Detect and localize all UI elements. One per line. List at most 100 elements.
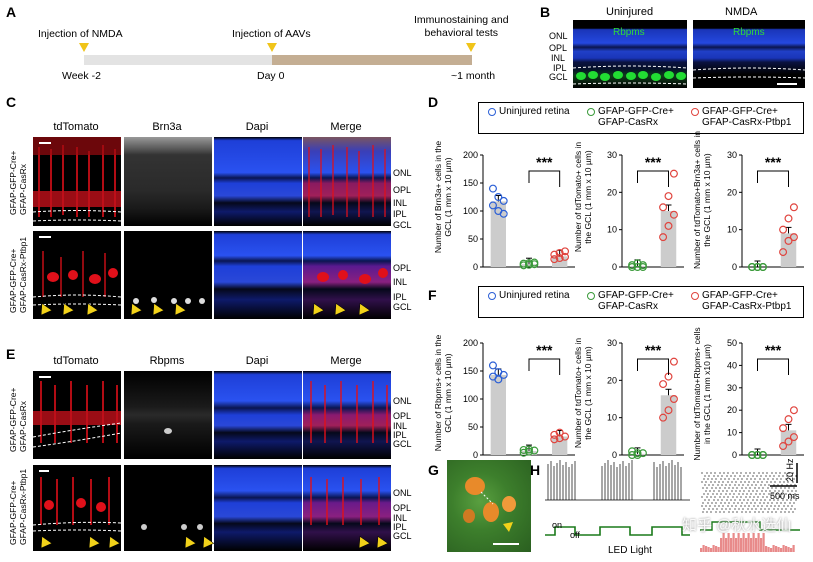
chart3-data-point	[753, 263, 762, 272]
chart1-significance: ***	[536, 154, 553, 170]
chart1-data-point	[488, 184, 497, 193]
chart2-data-point	[638, 261, 647, 270]
panel-label-b: B	[540, 4, 551, 20]
chart2-tick-label: 10	[607, 225, 617, 235]
psth-bar	[727, 533, 730, 552]
chart4-data-point	[488, 361, 497, 370]
chart6-data-point	[748, 451, 757, 460]
g-image	[447, 460, 531, 552]
panel-label-e: E	[6, 346, 16, 362]
chart6-sig-bracket	[757, 358, 789, 375]
e-r1-layer-opl: OPL	[393, 411, 412, 421]
chart3-tick-label: 30	[727, 150, 737, 160]
chart5-sig-bracket	[637, 358, 669, 375]
chart4-tick-label: 50	[468, 422, 478, 432]
event-nmda: Injection of NMDA	[38, 28, 123, 40]
scale-ms-label: 500 ms	[770, 491, 800, 501]
psth-bar	[745, 538, 748, 552]
e-r1-layer-ipl: IPL	[393, 430, 407, 440]
chart6-data-point	[779, 442, 788, 451]
chart4-sig-bracket	[528, 358, 561, 375]
c-r1-layer-inl: INL	[393, 198, 408, 208]
chart4-data-point	[499, 370, 508, 379]
chart1-data-point	[550, 250, 559, 259]
chart1-data-point	[524, 259, 533, 268]
chart6-tick-label: 40	[727, 360, 737, 370]
chart2-data-point	[664, 221, 673, 230]
chart5-tick-label: 30	[607, 338, 617, 348]
stimulus-label: LED Light	[608, 545, 652, 556]
watermark: 知乎 @秋水选仙	[682, 517, 792, 534]
psth-stimulus-trace	[700, 521, 800, 531]
nmda-arrow-icon	[79, 43, 89, 52]
chart3-data-point	[784, 236, 793, 245]
e-r2-layer-inl: INL	[393, 513, 408, 523]
chart5-tick-label: 20	[607, 375, 617, 385]
chart6-tick-label: 10	[727, 428, 737, 438]
psth-bar	[770, 548, 773, 552]
psth-bar	[740, 538, 743, 552]
chart4-tick-label: 150	[463, 366, 478, 376]
chart5-data-point	[669, 357, 678, 366]
e-r2-rbpms	[124, 465, 212, 551]
legend-casrx: GFAP-GFP-Cre+ GFAP-CasRx	[598, 290, 674, 312]
b-layer-onl: ONL	[549, 31, 568, 41]
legend-ptbp1: GFAP-GFP-Cre+ GFAP-CasRx-Ptbp1	[702, 106, 792, 128]
chart5-tick-label: 0	[612, 450, 617, 460]
b-layer-ipl: IPL	[553, 63, 567, 73]
psth-bar	[760, 538, 763, 552]
c-col-brn3a: Brn3a	[152, 121, 182, 133]
chart5-data-point	[669, 395, 678, 404]
legend-dot-ptbp1	[691, 108, 699, 116]
psth-bar	[762, 533, 765, 552]
chart4-bar	[490, 374, 506, 455]
c-r1-layer-ipl: IPL	[393, 209, 407, 219]
chart6-tick-label: 30	[727, 383, 737, 393]
chart2-significance: ***	[645, 154, 662, 170]
psth-bar	[765, 546, 768, 552]
b-image-uninjured: Rbpms	[573, 20, 687, 88]
legend-dot-casrx	[587, 108, 595, 116]
panel-label-a: A	[6, 4, 17, 20]
event-aav: Injection of AAVs	[232, 28, 311, 40]
psth-bar	[790, 548, 793, 552]
time-month: ~1 month	[451, 70, 496, 82]
chart3-data-point	[748, 263, 757, 272]
chart6-tick-label: 50	[727, 338, 737, 348]
chart2-data-point	[659, 233, 668, 242]
c-col-merge: Merge	[330, 121, 362, 133]
aav-arrow-icon	[267, 43, 277, 52]
legend-uninjured: Uninjured retina	[499, 290, 570, 301]
e-r2-layer-onl: ONL	[393, 488, 412, 498]
b-layer-gcl: GCL	[549, 72, 568, 82]
chart2-data-point	[659, 203, 668, 212]
e-r2-dapi	[214, 465, 302, 551]
b-title-nmda: NMDA	[725, 6, 758, 18]
chart4-significance: ***	[536, 342, 553, 358]
chart4-tick-label: 200	[463, 338, 478, 348]
c-r1-merge	[303, 137, 391, 226]
chart1-data-point	[494, 193, 503, 202]
psth-bar	[717, 547, 720, 552]
chart5-significance: ***	[645, 342, 662, 358]
chart5-data-point	[664, 406, 673, 415]
chart6-data-point	[784, 437, 793, 446]
psth-bar	[757, 533, 760, 552]
psth-bar	[755, 538, 758, 552]
e-r2-layer-opl: OPL	[393, 503, 412, 513]
psth-bar	[767, 547, 770, 552]
chart5-data-point	[638, 449, 647, 458]
e-r1-layer-inl: INL	[393, 421, 408, 431]
chart4-tick-label: 100	[463, 394, 478, 404]
chart3-data-point	[779, 225, 788, 234]
psth-bar	[735, 538, 738, 552]
legend-dot-uninjured	[488, 292, 496, 300]
chart3-tick-label: 20	[727, 187, 737, 197]
chart1-data-point	[561, 252, 570, 261]
c-r1-brn3a	[124, 137, 212, 226]
psth-bar	[712, 545, 715, 552]
chart3-tick-label: 0	[732, 262, 737, 272]
chart6-tick-label: 20	[727, 405, 737, 415]
chart1-bar	[521, 264, 537, 267]
